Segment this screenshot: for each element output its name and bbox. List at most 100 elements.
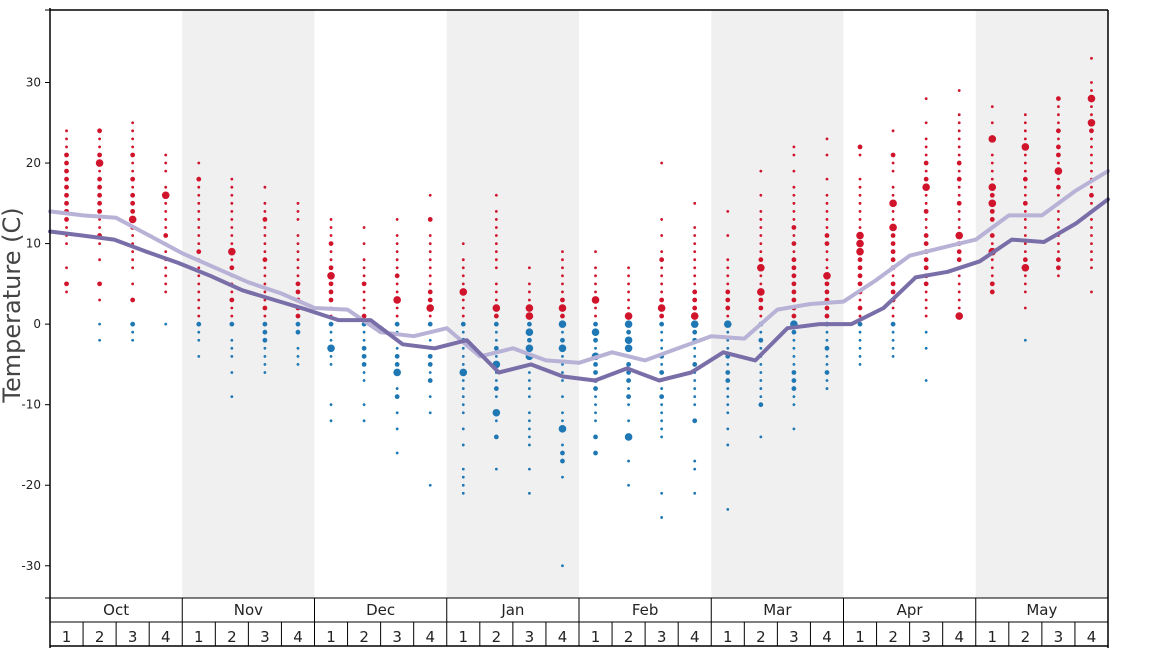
cold-dot [561, 419, 564, 423]
trend-line-upper [48, 169, 1110, 365]
warm-dot [1089, 192, 1094, 198]
warm-dot [164, 169, 168, 173]
warm-dot [131, 145, 135, 149]
warm-dot [1057, 226, 1060, 229]
week-label: 4 [822, 628, 832, 646]
cold-dot [726, 363, 730, 366]
cold-dot [660, 330, 664, 334]
warm-dot [64, 168, 69, 174]
warm-dot [329, 258, 333, 262]
warm-dot [97, 192, 102, 198]
warm-dot [923, 208, 929, 214]
cold-dot [362, 338, 366, 342]
warm-dot [98, 258, 101, 262]
warm-dot [824, 241, 830, 246]
warm-dot [1023, 282, 1027, 286]
cold-dot [561, 371, 564, 374]
warm-dot [461, 242, 465, 245]
cold-dot [593, 434, 598, 440]
cold-dot [792, 427, 796, 431]
warm-dot [1056, 96, 1061, 102]
cold-dot [230, 338, 234, 342]
warm-dot [161, 191, 170, 200]
cold-dot [825, 379, 829, 382]
warm-dot [395, 282, 399, 286]
warm-dot [263, 226, 267, 229]
warm-dot [528, 266, 531, 270]
warm-dot [726, 274, 730, 278]
cold-dot [528, 379, 531, 382]
warm-dot [328, 289, 334, 295]
cold-dot [528, 387, 531, 390]
cold-dot [758, 402, 764, 408]
warm-dot [792, 250, 796, 254]
cold-dot [329, 363, 333, 366]
cold-dot [792, 354, 796, 358]
cold-dot [725, 370, 731, 375]
warm-dot [197, 209, 201, 213]
warm-dot [64, 200, 69, 206]
week-label: 4 [293, 628, 303, 646]
warm-dot [791, 281, 797, 287]
warm-dot [296, 209, 300, 213]
warm-dot [1023, 234, 1027, 237]
warm-dot [296, 242, 300, 245]
cold-dot [726, 403, 730, 407]
warm-dot [759, 250, 763, 254]
warm-dot [263, 185, 267, 189]
warm-dot [461, 298, 465, 302]
warm-dot [792, 169, 796, 173]
week-label: 1 [591, 628, 601, 646]
cold-dot [461, 483, 465, 487]
cold-dot [395, 346, 399, 350]
warm-dot [561, 274, 564, 278]
warm-dot [1057, 193, 1060, 197]
cold-dot [295, 329, 301, 335]
warm-dot [1056, 257, 1061, 263]
warm-dot [427, 297, 433, 303]
warm-dot [428, 274, 432, 278]
warm-dot [955, 231, 964, 240]
warm-dot [594, 290, 597, 294]
warm-dot [890, 152, 896, 158]
warm-dot [660, 282, 664, 286]
cold-dot [660, 491, 664, 495]
warm-dot [857, 281, 863, 287]
warm-dot [97, 208, 102, 214]
cold-dot [890, 321, 896, 327]
warm-dot [891, 306, 895, 310]
warm-dot [329, 218, 333, 221]
warm-dot [461, 266, 465, 270]
warm-dot [990, 161, 994, 165]
warm-dot [525, 304, 534, 312]
cold-dot [558, 425, 567, 433]
warm-dot [988, 199, 997, 208]
cold-dot [229, 321, 235, 327]
warm-dot [792, 201, 796, 205]
cold-dot [627, 387, 630, 390]
warm-dot [428, 242, 432, 245]
cold-dot [98, 338, 101, 342]
warm-dot [1057, 161, 1060, 165]
warm-dot [493, 313, 499, 319]
warm-dot [1023, 113, 1027, 117]
y-tick-label: 20 [26, 156, 41, 170]
warm-dot [594, 282, 597, 286]
warm-dot [197, 193, 201, 197]
warm-dot [327, 272, 335, 280]
warm-dot [659, 313, 665, 319]
warm-dot [1023, 121, 1027, 125]
cold-dot [660, 411, 664, 415]
warm-dot [924, 314, 928, 318]
warm-dot [65, 129, 68, 133]
warm-dot [131, 137, 135, 141]
cold-dot [660, 516, 664, 519]
warm-dot [1023, 306, 1027, 310]
warm-dot [891, 193, 895, 197]
warm-dot [230, 290, 234, 294]
warm-dot [891, 314, 895, 318]
warm-dot [792, 185, 796, 189]
warm-dot [296, 250, 300, 254]
cold-dot [792, 338, 796, 342]
cold-dot [130, 321, 136, 327]
